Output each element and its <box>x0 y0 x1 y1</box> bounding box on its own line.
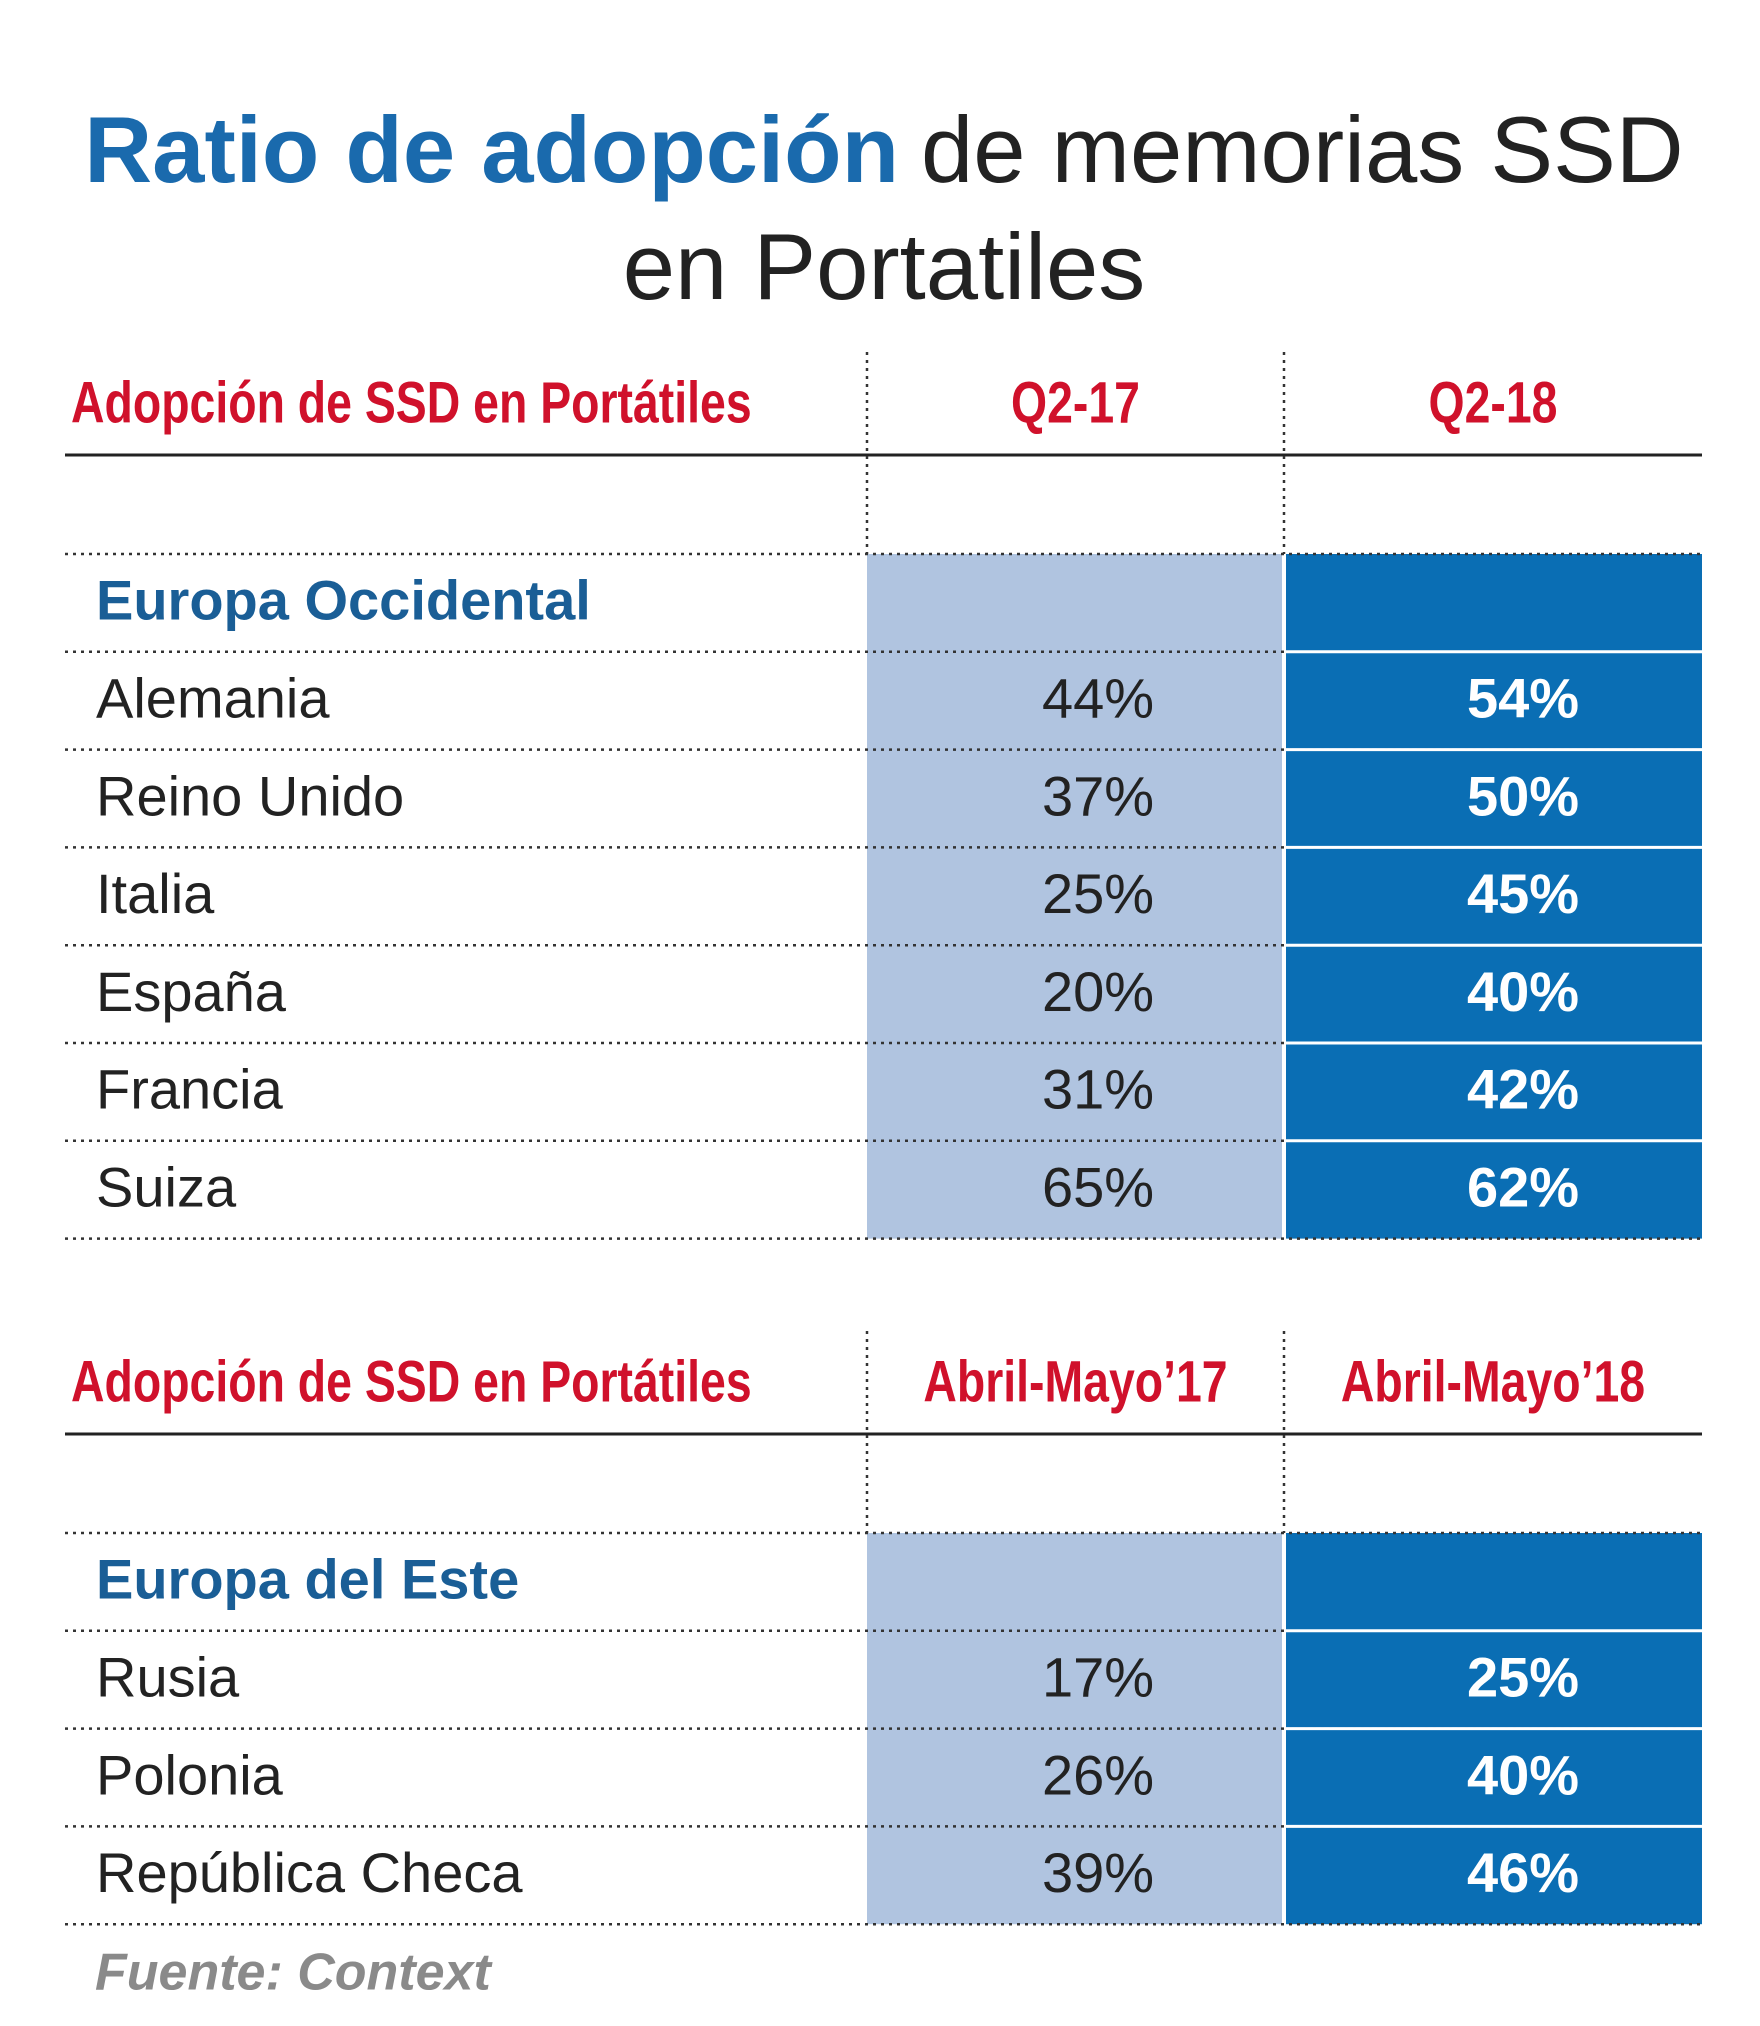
cell-value: 40% <box>1467 960 1579 1023</box>
column-header: Q2-17 <box>1011 370 1140 435</box>
cell-value: 62% <box>1467 1155 1579 1218</box>
title-highlight: Ratio de adopción <box>84 97 899 202</box>
row-label: España <box>96 960 287 1023</box>
title-rest: de memorias SSD <box>921 97 1684 202</box>
cell-value: 45% <box>1467 862 1579 925</box>
title-line1: Ratio de adopción de memorias SSD <box>84 97 1683 202</box>
source: Fuente: Context <box>95 1944 493 2002</box>
row-label: Italia <box>96 862 215 925</box>
cell-value: 42% <box>1467 1058 1579 1121</box>
column-header: Adopción de SSD en Portátiles <box>71 1349 752 1414</box>
column-header: Q2-18 <box>1429 370 1558 435</box>
cell-value: 25% <box>1467 1645 1579 1708</box>
row-label: Alemania <box>96 666 330 729</box>
row-label: Suiza <box>96 1155 237 1218</box>
column-header: Abril-Mayo’17 <box>923 1349 1227 1414</box>
column-header: Abril-Mayo’18 <box>1341 1349 1645 1414</box>
cell-value: 65% <box>1042 1155 1154 1218</box>
cell-value: 40% <box>1467 1743 1579 1806</box>
row-label: República Checa <box>96 1841 523 1904</box>
row-label: Polonia <box>96 1743 284 1806</box>
title-line2: en Portatiles <box>623 214 1146 319</box>
row-label: Rusia <box>96 1645 240 1708</box>
cell-value: 44% <box>1042 666 1154 729</box>
cell-value: 20% <box>1042 960 1154 1023</box>
cell-value: 17% <box>1042 1645 1154 1708</box>
light-column <box>867 554 1282 1239</box>
group-title: Europa del Este <box>96 1548 519 1611</box>
cell-value: 50% <box>1467 764 1579 827</box>
row-label: Francia <box>96 1058 284 1121</box>
cell-value: 39% <box>1042 1841 1154 1904</box>
cell-value: 37% <box>1042 764 1154 827</box>
cell-value: 31% <box>1042 1058 1154 1121</box>
cell-value: 25% <box>1042 862 1154 925</box>
cell-value: 46% <box>1467 1841 1579 1904</box>
cell-value: 54% <box>1467 666 1579 729</box>
row-label: Reino Unido <box>96 764 404 827</box>
group-title: Europa Occidental <box>96 569 591 632</box>
column-header: Adopción de SSD en Portátiles <box>71 370 752 435</box>
cell-value: 26% <box>1042 1743 1154 1806</box>
dark-column <box>1286 554 1702 1239</box>
